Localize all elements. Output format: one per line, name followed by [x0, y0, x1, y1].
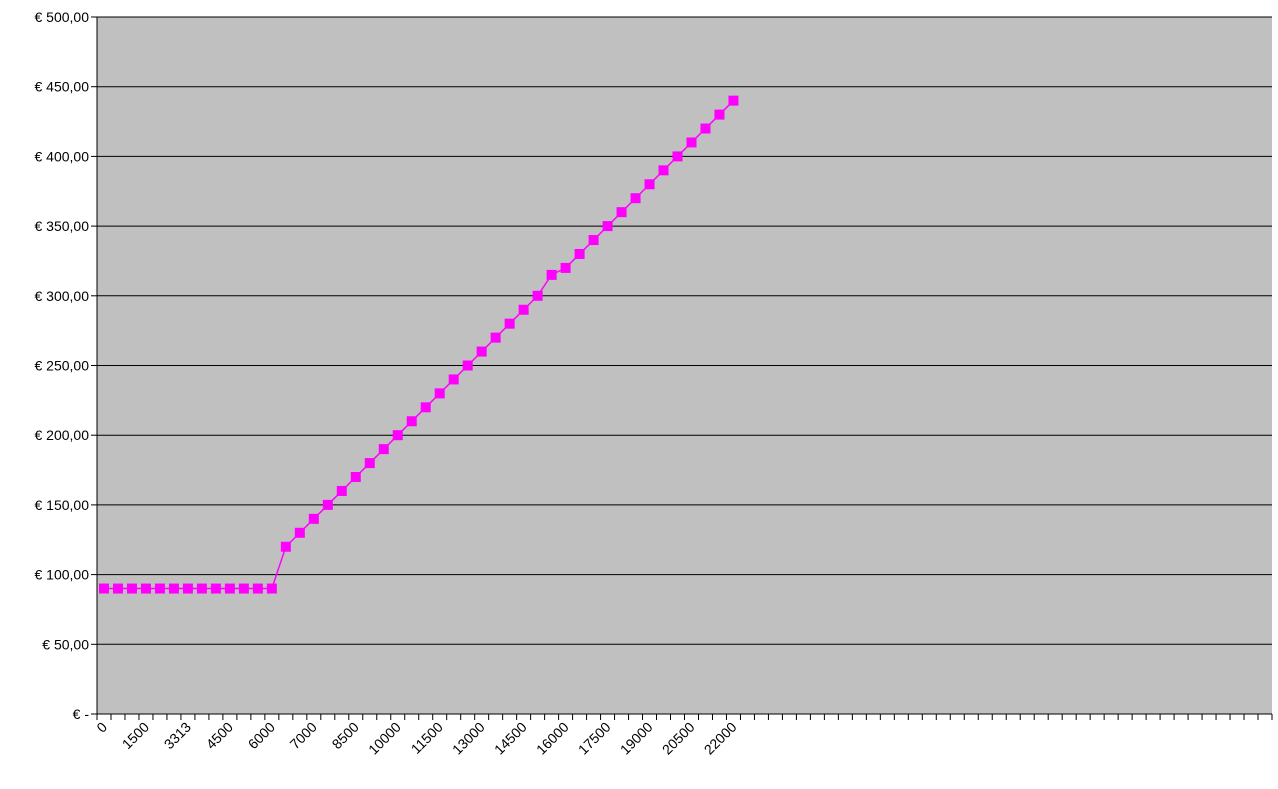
y-tick-label: € 100,00 — [35, 567, 90, 583]
data-point-marker — [196, 583, 207, 594]
data-point-marker — [294, 527, 305, 538]
data-point-marker — [126, 583, 137, 594]
data-point-marker — [252, 583, 263, 594]
data-point-marker — [140, 583, 151, 594]
x-tick-label: 22000 — [701, 719, 740, 758]
y-tick-label: € 300,00 — [35, 288, 90, 304]
x-tick-label: 16000 — [533, 719, 572, 758]
data-point-marker — [630, 193, 641, 204]
data-point-marker — [392, 430, 403, 441]
x-tick-label: 10000 — [365, 719, 404, 758]
x-tick-label: 20500 — [659, 719, 698, 758]
x-tick-label: 17500 — [575, 719, 614, 758]
data-point-marker — [182, 583, 193, 594]
data-point-marker — [336, 485, 347, 496]
x-tick-label: 11500 — [408, 719, 446, 757]
data-point-marker — [560, 262, 571, 273]
y-tick-label: € 400,00 — [35, 148, 90, 164]
data-point-marker — [98, 583, 109, 594]
x-tick-label: 14500 — [491, 719, 530, 758]
data-point-marker — [686, 137, 697, 148]
y-tick-label: € 150,00 — [35, 497, 90, 513]
y-axis-ticks: € - € 50,00 € 100,00 € 150,00 € 200,00 € 250,… — [35, 9, 97, 722]
data-point-marker — [714, 109, 725, 120]
x-tick-label: 13000 — [449, 719, 488, 758]
x-axis-ticks: 0 1500 3313 4500 6000 7000 8500 10000 11500 13000… — [93, 714, 1273, 758]
gridlines — [97, 16, 1272, 645]
x-tick-label: 7000 — [287, 719, 320, 752]
series-line — [103, 100, 734, 590]
data-point-marker — [532, 290, 543, 301]
data-point-marker — [672, 151, 683, 162]
data-point-marker — [490, 332, 501, 343]
x-tick-label: 1500 — [119, 719, 152, 752]
data-point-marker — [434, 388, 445, 399]
x-tick-label: 4500 — [203, 719, 236, 752]
x-tick-label: 19000 — [617, 719, 656, 758]
data-point-marker — [364, 458, 375, 469]
data-point-marker — [616, 207, 627, 218]
data-point-marker — [588, 235, 599, 246]
data-point-marker — [728, 95, 739, 106]
data-point-marker — [658, 165, 669, 176]
data-point-marker — [224, 583, 235, 594]
data-point-marker — [154, 583, 165, 594]
data-point-marker — [644, 179, 655, 190]
data-point-marker — [406, 416, 417, 427]
data-point-marker — [168, 583, 179, 594]
data-point-marker — [350, 472, 361, 483]
data-point-marker — [210, 583, 221, 594]
data-point-marker — [420, 402, 431, 413]
y-tick-label: € 350,00 — [35, 218, 90, 234]
data-point-marker — [546, 269, 557, 280]
x-tick-label: 6000 — [245, 719, 278, 752]
data-point-marker — [238, 583, 249, 594]
x-tick-label: 3313 — [161, 719, 194, 752]
y-tick-label: € 250,00 — [35, 358, 90, 374]
data-point-marker — [700, 123, 711, 134]
y-tick-label: € 450,00 — [35, 79, 90, 95]
series-group — [98, 95, 739, 594]
data-point-marker — [476, 346, 487, 357]
x-tick-label: 8500 — [329, 719, 362, 752]
y-tick-label: € 500,00 — [35, 9, 90, 25]
data-point-marker — [574, 248, 585, 259]
data-point-marker — [308, 513, 319, 524]
data-point-marker — [462, 360, 473, 371]
data-point-marker — [322, 499, 333, 510]
y-tick-label: € 200,00 — [35, 427, 90, 443]
data-point-marker — [602, 221, 613, 232]
data-point-marker — [378, 444, 389, 455]
data-point-marker — [504, 318, 515, 329]
y-tick-label: € - — [73, 706, 90, 722]
y-tick-label: € 50,00 — [42, 636, 89, 652]
data-point-marker — [280, 541, 291, 552]
x-tick-label: 0 — [93, 719, 110, 736]
data-point-marker — [518, 304, 529, 315]
data-point-marker — [266, 583, 277, 594]
data-point-marker — [448, 374, 459, 385]
data-point-marker — [112, 583, 123, 594]
